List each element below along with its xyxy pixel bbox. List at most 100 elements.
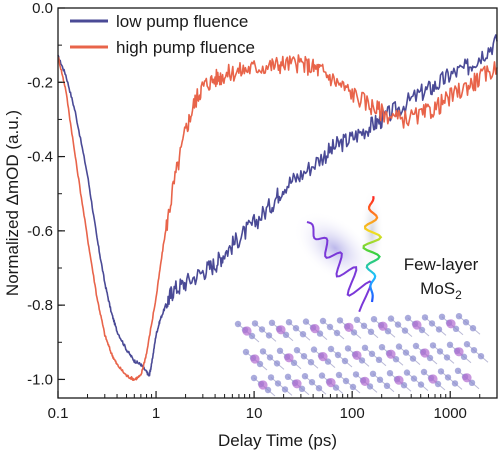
lattice-atom-s [387, 315, 395, 322]
lattice-atom-s [454, 367, 462, 374]
lattice-atom-s [404, 314, 412, 322]
inset-label-mos2: MoS2 [420, 279, 462, 302]
lattice-atom-s [455, 313, 463, 320]
lattice-atom-s [444, 374, 452, 381]
lattice-atom-s [384, 328, 392, 335]
lattice-atom-mo [412, 320, 422, 330]
lattice-atom-s [470, 347, 478, 354]
lattice-atom-s [376, 376, 384, 383]
lattice-atom-mo [360, 376, 370, 386]
lattice-atom-s [265, 332, 273, 339]
lattice-atom-mo [292, 379, 302, 389]
inset-label-mos2-base: MoS [420, 279, 455, 298]
lattice-atom-s [285, 319, 293, 326]
lattice-atom-s [242, 348, 250, 356]
lattice-atom-s [281, 386, 289, 393]
lattice-atom-s [403, 369, 411, 376]
lattice-atom-s [333, 329, 341, 337]
series-line-low-pump-fluence [57, 34, 498, 377]
lattice-atom-s [469, 325, 477, 332]
lattice-atom-mo [394, 375, 404, 385]
lattice-atom-mo [428, 374, 438, 384]
lattice-atom-s [417, 381, 425, 388]
lattice-atom-s [273, 360, 281, 367]
x-tick-label: 0.1 [48, 405, 69, 422]
lattice-atom-s [428, 320, 436, 327]
lattice-atom-s [267, 374, 275, 381]
lattice-atom-s [315, 385, 323, 392]
lattice-atom-s [370, 316, 378, 323]
lattice-atom-s [256, 360, 264, 368]
y-tick-label: -0.6 [27, 223, 53, 240]
lattice-atom-s [302, 318, 310, 325]
lattice-atom-mo [284, 353, 294, 363]
lattice-atom-mo [276, 325, 286, 335]
lattice-atom-s [400, 382, 408, 389]
lattice-atom-s [301, 373, 309, 380]
y-tick-label: -0.8 [27, 297, 53, 314]
lattice-atom-mo [258, 380, 268, 390]
x-tick-label: 1 [152, 405, 160, 422]
lattice-atom-s [250, 374, 258, 382]
lattice-atom-s [412, 342, 420, 350]
lattice-atom-s [361, 344, 369, 351]
lattice-atom-s [394, 321, 402, 328]
series-layer [57, 34, 498, 381]
lattice-atom-mo [344, 322, 354, 332]
lattice-atom-s [451, 380, 459, 387]
lattice-atom-s [375, 356, 383, 363]
lattice-atom-s [477, 353, 485, 360]
lattice-atom-s [402, 349, 410, 356]
legend-label-low-pump-fluence: low pump fluence [116, 12, 248, 31]
lattice-atom-s [316, 330, 324, 337]
lattice-atom-s [282, 331, 290, 338]
lattice-atom-s [383, 382, 391, 389]
lattice-atom-s [392, 356, 400, 363]
lattice-atom-s [386, 370, 394, 377]
lattice-atom-s [446, 341, 454, 348]
x-tick-label: 100 [340, 405, 365, 422]
lattice-atom-s [258, 326, 266, 333]
y-tick-label: -0.2 [27, 74, 53, 91]
lattice-atom-s [276, 347, 284, 354]
lattice-atom-s [290, 359, 298, 366]
lattice-atom-s [368, 350, 376, 357]
lattice-atom-s [292, 325, 300, 332]
lattice-atom-s [308, 379, 316, 386]
lattice-atom-mo [462, 373, 472, 383]
lattice-atom-s [369, 370, 377, 377]
lattice-atom-s [418, 326, 426, 334]
y-tick-label: 0.0 [32, 0, 53, 17]
lattice-atom-s [344, 345, 352, 352]
lattice-atom-s [426, 354, 434, 362]
lattice-atom-s [264, 386, 272, 394]
lattice-atom-s [341, 357, 349, 365]
legend: low pump fluence high pump fluence [70, 12, 255, 57]
lattice-atom-s [452, 325, 460, 332]
y-tick-label: -1.0 [27, 371, 53, 388]
lattice-atom-mo [318, 352, 328, 362]
x-axis-title: Delay Time (ps) [218, 431, 337, 450]
lattice-atom-mo [454, 347, 464, 357]
lattice-atom-s [460, 353, 468, 360]
lattice-atom-s [463, 341, 471, 348]
lattice-atom-s [326, 323, 334, 331]
x-tick-label: 10 [246, 405, 263, 422]
lattice-atom-mo [326, 378, 336, 388]
lattice-atom-s [318, 372, 326, 379]
lattice-atom-s [421, 314, 429, 321]
lattice-atom-s [360, 322, 368, 329]
x-tick-label: 1000 [434, 405, 467, 422]
series-line-high-pump-fluence [57, 54, 498, 381]
y-axis-title: Normalized ΔmOD (a.u.) [3, 110, 22, 296]
lattice-atom-s [420, 368, 428, 376]
lattice-atom-s [358, 357, 366, 364]
lattice-atom-s [307, 359, 315, 366]
lattice-atom-s [436, 348, 444, 355]
lattice-atom-s [349, 383, 357, 391]
lattice-atom-s [437, 368, 445, 375]
lattice-atom-s [434, 380, 442, 388]
mos2-lattice-illustration [234, 188, 489, 397]
lattice-atom-s [378, 344, 386, 351]
